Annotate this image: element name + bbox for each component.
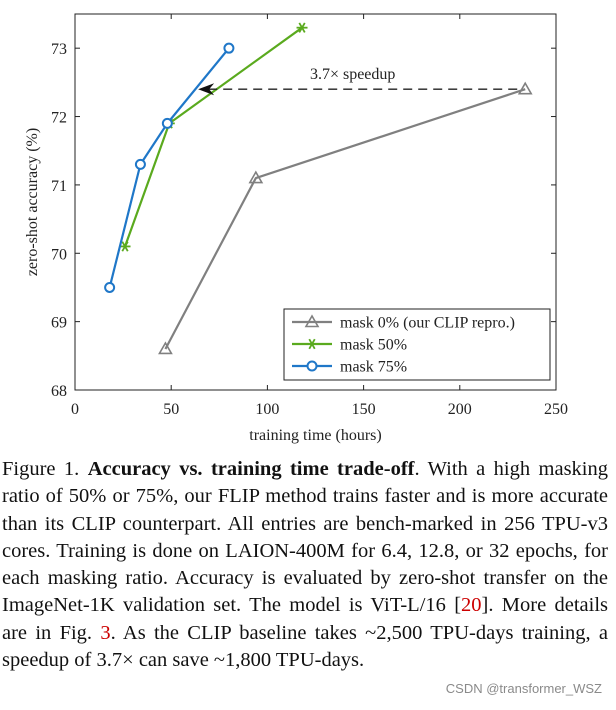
data-point-asterisk [306, 338, 318, 350]
data-point-triangle [158, 341, 173, 355]
caption-title: Accuracy vs. training time trade-off [87, 458, 415, 480]
data-point-asterisk [119, 241, 131, 252]
data-point-asterisk [296, 22, 308, 33]
speedup-annotation: 3.7× speedup [310, 66, 395, 83]
data-point-circle [161, 117, 173, 129]
caption-figure-reference-3[interactable]: 3 [100, 621, 111, 644]
caption-text-3: . As the CLIP baseline takes ~2,500 TPU-… [2, 621, 608, 672]
data-point-circle [223, 42, 235, 54]
x-tick-label: 0 [71, 401, 79, 418]
data-point-circle [134, 158, 146, 170]
y-tick-label: 73 [51, 41, 67, 58]
watermark: CSDN @transformer_WSZ [443, 681, 604, 696]
data-point-triangle [517, 81, 533, 95]
legend-entry-2: mask 75% [340, 359, 407, 376]
series-line-1 [123, 26, 303, 247]
asterisk-stroke [121, 241, 129, 252]
caption-text-1: . With a high masking ratio of 50% or 75… [2, 458, 608, 617]
legend-entry-1: mask 50% [340, 337, 407, 354]
asterisk-stroke [298, 22, 306, 33]
data-point-circle [104, 281, 116, 293]
x-tick-label: 150 [352, 401, 376, 418]
y-tick-label: 69 [51, 315, 67, 332]
data-point-circle [306, 360, 318, 372]
legend-entry-0: mask 0% (our CLIP repro.) [340, 315, 515, 332]
y-tick-label: 71 [51, 178, 67, 195]
y-tick-label: 70 [51, 246, 67, 263]
data-point-triangle [248, 170, 264, 184]
series-line-2 [108, 47, 230, 288]
y-tick-label: 72 [51, 110, 67, 127]
accuracy-vs-training-time-chart: 0 50 100 150 200 250 68 69 70 71 72 73 training time… [24, 13, 568, 444]
x-tick-label: 100 [255, 401, 279, 418]
plot-frame [74, 13, 557, 391]
figure-caption: Figure 1. Accuracy vs. training time tra… [2, 456, 608, 674]
y-tick-label: 68 [51, 383, 67, 400]
x-tick-label: 50 [163, 401, 179, 418]
caption-text-2: ]. More details are in Fig. [2, 594, 609, 644]
speedup-arrowhead [198, 83, 215, 96]
asterisk-stroke [308, 338, 316, 350]
caption-label: Figure 1. [2, 458, 80, 480]
caption-reference-20[interactable]: 20 [461, 594, 482, 617]
x-axis-label: training time (hours) [249, 427, 381, 444]
data-point-triangle [304, 314, 320, 328]
x-tick-label: 200 [448, 401, 472, 418]
series-line-0 [164, 88, 526, 350]
y-axis-label: zero-shot accuracy (%) [24, 128, 41, 276]
x-tick-label: 250 [544, 401, 568, 418]
